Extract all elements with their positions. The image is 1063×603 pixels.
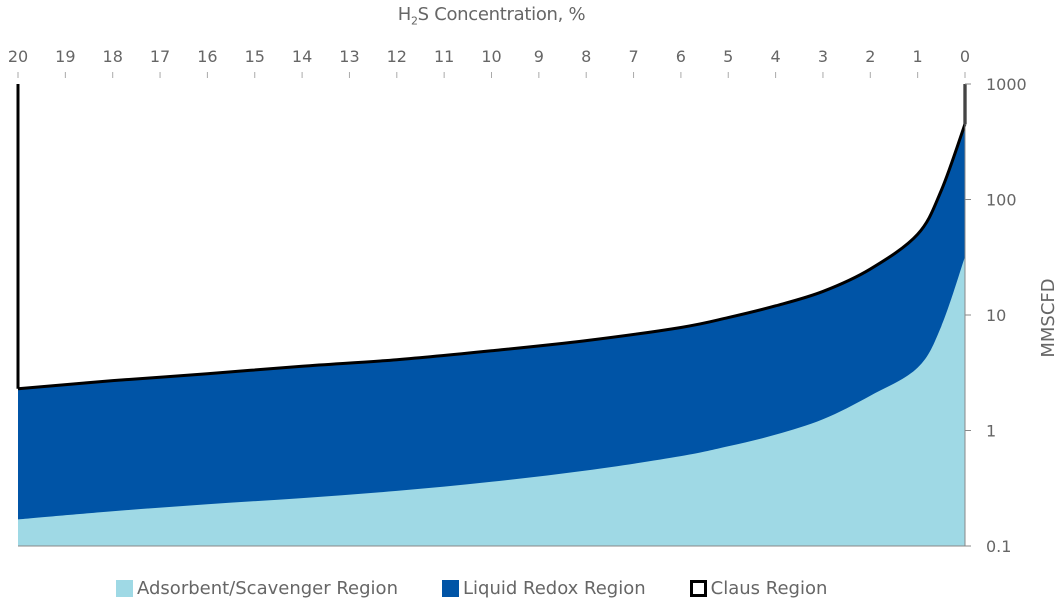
- liquid-redox-area: [18, 124, 965, 546]
- x-tick-label: 4: [771, 47, 781, 66]
- x-tick-label: 17: [150, 47, 170, 66]
- chart-title-pre: H: [397, 4, 412, 25]
- x-tick-layer: 20 19 18 17 16 15 14 13 12 11 10 9 8 7 6 5 4 3 2 1 0: [8, 47, 970, 78]
- x-tick-label: 9: [534, 47, 544, 66]
- chart-title: H2S Concentration, %: [0, 4, 983, 28]
- legend: Adsorbent/Scavenger Region Liquid Redox …: [116, 578, 871, 599]
- y-tick-label: 1000: [986, 75, 1027, 94]
- legend-label-claus: Claus Region: [710, 578, 828, 599]
- x-tick-label: 13: [339, 47, 359, 66]
- legend-item-claus: Claus Region: [689, 578, 828, 599]
- x-tick-label: 10: [481, 47, 501, 66]
- legend-swatch-liquid-redox: [441, 580, 459, 597]
- legend-swatch-claus: [689, 580, 707, 597]
- x-tick-label: 18: [103, 47, 123, 66]
- y-tick-label: 100: [986, 191, 1017, 210]
- x-tick-label: 15: [245, 47, 265, 66]
- x-tick-label: 6: [676, 47, 686, 66]
- x-tick-label: 16: [197, 47, 217, 66]
- x-tick-label: 0: [960, 47, 970, 66]
- x-tick-label: 19: [55, 47, 75, 66]
- legend-label-liquid-redox: Liquid Redox Region: [462, 578, 646, 599]
- legend-item-liquid-redox: Liquid Redox Region: [441, 578, 646, 599]
- x-tick-label: 5: [723, 47, 733, 66]
- x-tick-label: 14: [292, 47, 312, 66]
- legend-label-adsorbent: Adsorbent/Scavenger Region: [137, 578, 398, 599]
- x-tick-label: 8: [581, 47, 591, 66]
- chart-title-subscript: 2: [410, 14, 418, 28]
- y-tick-label: 1: [986, 422, 996, 441]
- legend-item-adsorbent: Adsorbent/Scavenger Region: [116, 578, 398, 599]
- x-tick-label: 1: [913, 47, 923, 66]
- adsorbent-area: [18, 256, 965, 546]
- legend-swatch-adsorbent: [116, 580, 133, 597]
- chart-title-post: S Concentration, %: [417, 4, 586, 25]
- x-tick-label: 12: [387, 47, 407, 66]
- claus-boundary-curve: [17, 123, 967, 391]
- y-axis-label: MMSCFD: [1038, 278, 1059, 357]
- x-tick-label: 7: [628, 47, 638, 66]
- x-tick-label: 20: [8, 47, 28, 66]
- y-tick-label: 0.1: [986, 537, 1011, 556]
- x-tick-label: 2: [865, 47, 875, 66]
- x-tick-label: 11: [434, 47, 454, 66]
- x-tick-label: 3: [818, 47, 828, 66]
- area-layer: [16, 84, 967, 546]
- y-tick-label: 10: [986, 306, 1006, 325]
- y-tick-layer: 1000 100 10 1 0.1: [965, 75, 1027, 556]
